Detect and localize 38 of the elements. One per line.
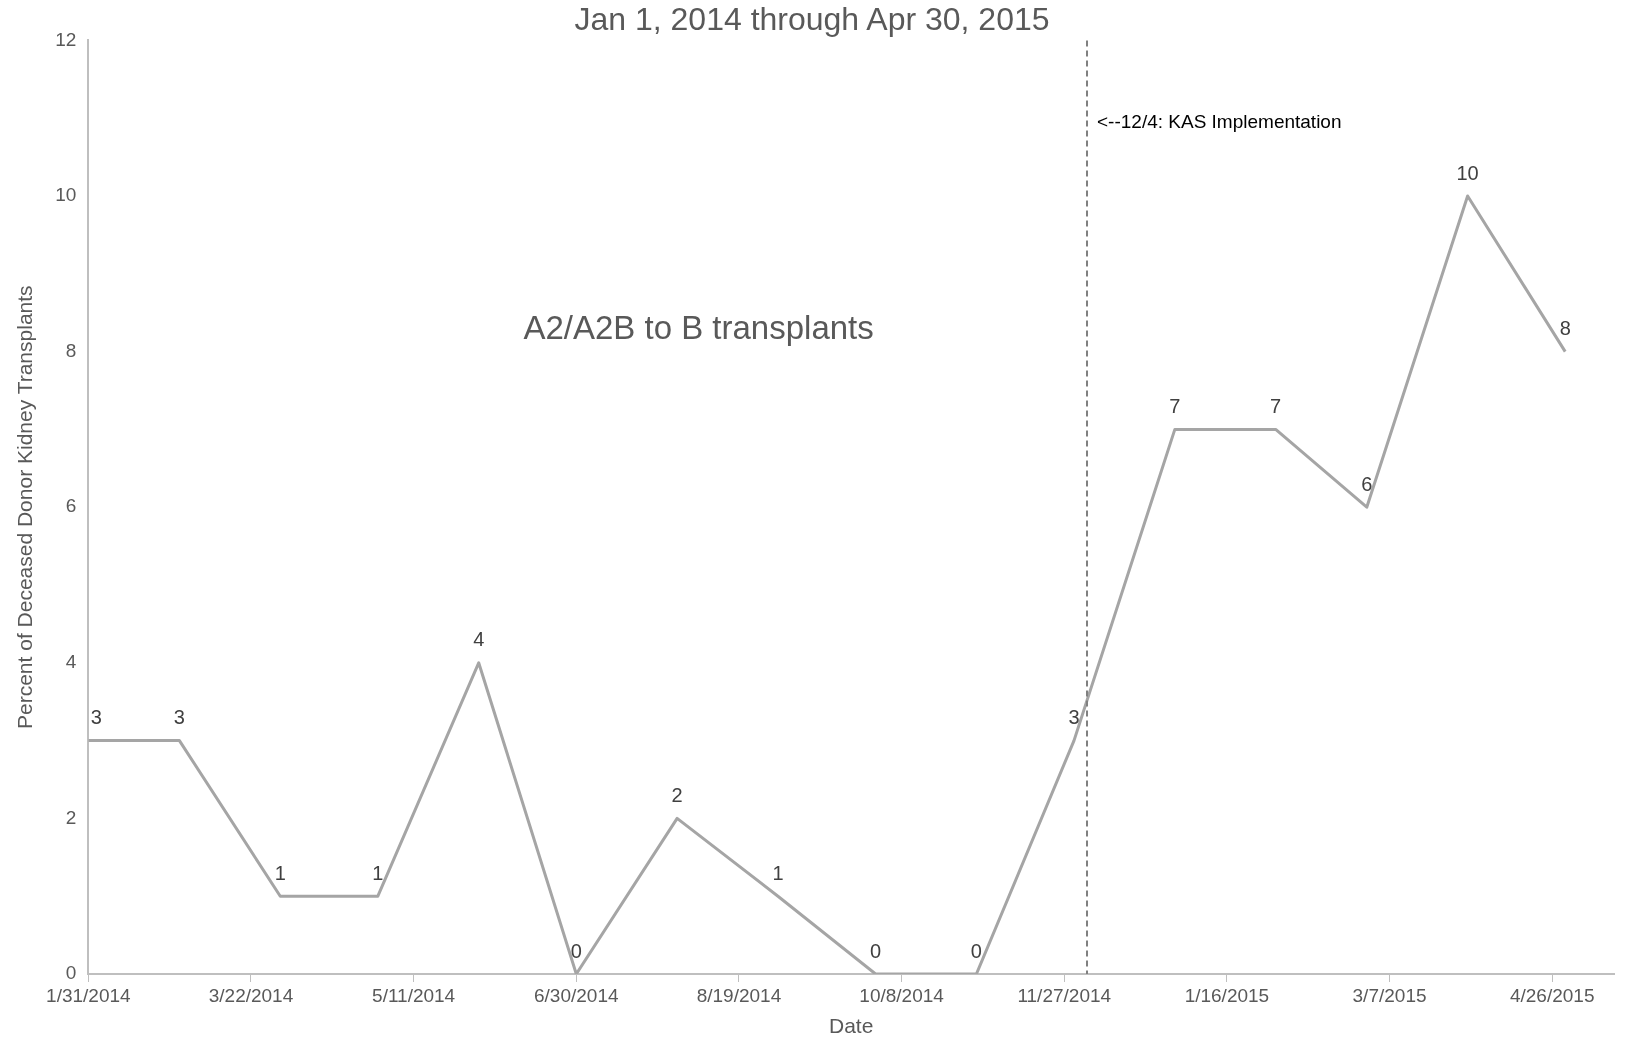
x-tick-label: 3/7/2015 (1352, 984, 1427, 1006)
data-label: 7 (1169, 394, 1181, 417)
x-tick-label: 1/31/2014 (46, 984, 132, 1006)
data-label: 1 (372, 861, 384, 884)
y-tick-label: 4 (65, 651, 77, 673)
y-tick-label: 0 (65, 962, 77, 984)
x-tick-label: 11/27/2014 (1017, 984, 1112, 1006)
data-label: 6 (1361, 472, 1373, 495)
x-tick-label: 3/22/2014 (208, 984, 294, 1006)
x-tick-label: 6/30/2014 (534, 984, 619, 1006)
y-tick-label: 10 (55, 184, 77, 206)
x-tick-label: 5/11/2014 (372, 984, 456, 1006)
data-label: 4 (473, 628, 485, 651)
data-label: 0 (970, 939, 982, 962)
data-label: 8 (1559, 317, 1571, 340)
data-label: 7 (1270, 394, 1282, 417)
x-tick-label: 1/16/2015 (1184, 984, 1270, 1006)
y-tick-label: 2 (65, 806, 77, 828)
data-label: 10 (1456, 161, 1479, 184)
data-label: 0 (870, 939, 882, 962)
y-tick-label: 8 (65, 339, 77, 361)
y-tick-label: 12 (55, 28, 77, 50)
data-label: 3 (90, 706, 102, 729)
data-label: 3 (173, 706, 185, 729)
data-label: 1 (274, 861, 286, 884)
chart-title: Jan 1, 2014 through Apr 30, 2015 (574, 1, 1050, 38)
data-label: 0 (570, 939, 582, 962)
x-tick-label: 10/8/2014 (859, 984, 945, 1006)
x-axis-title: Date (828, 1014, 874, 1038)
data-label: 3 (1068, 706, 1080, 729)
data-label: 1 (772, 861, 784, 884)
x-tick-label: 8/19/2014 (696, 984, 782, 1006)
y-tick-label: 6 (65, 495, 77, 517)
x-tick-label: 4/26/2015 (1509, 984, 1595, 1006)
ref-line-label: <--12/4: KAS Implementation (1097, 110, 1342, 132)
data-label: 2 (671, 783, 683, 806)
y-axis-title: Percent of Deceased Donor Kidney Transplants (13, 285, 37, 729)
annotation: A2/A2B to B transplants (523, 308, 874, 346)
